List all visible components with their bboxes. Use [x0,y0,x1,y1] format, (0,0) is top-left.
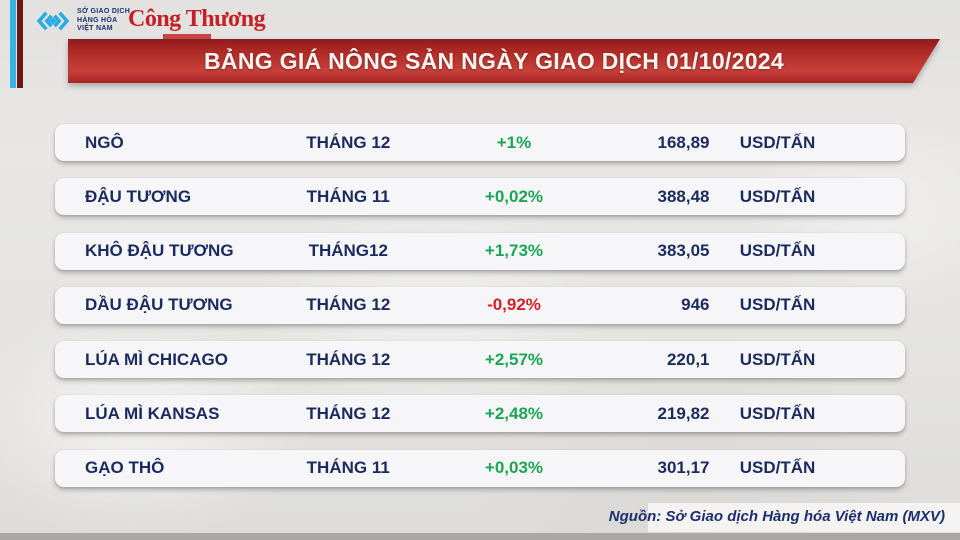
percent-change: +1,73% [484,241,544,261]
price-unit: USD/TẤN [739,241,816,261]
source-background-band [648,503,960,532]
price-value: 220,1 [666,349,710,369]
table-row: ĐẬU TƯƠNG THÁNG 11 +0,02% 388,48 USD/TẤN [55,178,905,216]
commodity-name: ĐẬU TƯƠNG [85,186,192,206]
table-row: LÚA MÌ CHICAGO THÁNG 12 +2,57% 220,1 USD… [55,341,905,379]
mxv-logo-line3: VIỆT NAM [77,25,113,32]
price-unit: USD/TẤN [739,349,816,369]
table-row: NGÔ THÁNG 12 +1% 168,89 USD/TẤN [55,124,905,161]
price-table: NGÔ THÁNG 12 +1% 168,89 USD/TẤN ĐẬU TƯƠN… [55,124,905,504]
contract-month: THÁNG 12 [306,403,391,423]
bottom-border-strip [0,533,960,540]
congthuong-logo-bar [163,34,211,39]
table-row: KHÔ ĐẬU TƯƠNG THÁNG12 +1,73% 383,05 USD/… [55,232,905,270]
contract-month: THÁNG 12 [306,132,391,152]
mxv-logo-line2: HÀNG HÓA [77,16,118,24]
percent-change: +2,57% [484,349,544,369]
commodity-name: DẦU ĐẬU TƯƠNG [85,295,233,315]
price-unit: USD/TẤN [739,458,816,478]
mxv-chevron-icon [36,9,70,33]
mxv-logo-line1: SỞ GIAO DỊCH [77,8,131,15]
price-unit: USD/TẤN [739,132,816,152]
contract-month: THÁNG 12 [306,295,391,315]
price-unit: USD/TẤN [739,403,816,423]
percent-change: +1% [496,132,532,152]
price-value: 388,48 [657,186,710,206]
table-row: GẠO THÔ THÁNG 11 +0,03% 301,17 USD/TẤN [55,449,905,487]
page-title: BẢNG GIÁ NÔNG SẢN NGÀY GIAO DỊCH 01/10/2… [204,47,784,74]
price-value: 383,05 [657,241,710,261]
source-credit: Nguồn: Sở Giao dịch Hàng hóa Việt Nam (M… [608,508,945,525]
price-value: 219,82 [657,403,710,423]
table-row: DẦU ĐẬU TƯƠNG THÁNG 12 -0,92% 946 USD/TẤ… [55,286,905,324]
commodity-name: NGÔ [85,132,124,152]
contract-month: THÁNG 11 [306,458,390,478]
title-banner-shape: BẢNG GIÁ NÔNG SẢN NGÀY GIAO DỊCH 01/10/2… [68,39,940,83]
decor-stripe-cyan [10,0,16,88]
decor-stripe-maroon [17,0,23,88]
mxv-logo: SỞ GIAO DỊCH HÀNG HÓA VIỆT NAM [36,8,130,34]
percent-change: +0,03% [484,458,544,478]
contract-month: THÁNG 11 [306,186,390,206]
mxv-logo-text: SỞ GIAO DỊCH HÀNG HÓA VIỆT NAM [77,8,130,34]
congthuong-logo: Công Thương [128,6,266,32]
price-value: 168,89 [657,132,710,152]
table-row: LÚA MÌ KANSAS THÁNG 12 +2,48% 219,82 USD… [55,395,905,433]
price-value: 946 [681,295,710,315]
commodity-name: KHÔ ĐẬU TƯƠNG [85,241,234,261]
price-unit: USD/TẤN [739,186,816,206]
percent-change: +2,48% [484,403,544,423]
percent-change: -0,92% [487,295,541,315]
percent-change: +0,02% [484,186,544,206]
title-banner: BẢNG GIÁ NÔNG SẢN NGÀY GIAO DỊCH 01/10/2… [68,39,940,83]
commodity-name: LÚA MÌ KANSAS [85,403,220,423]
contract-month: THÁNG12 [308,241,388,261]
contract-month: THÁNG 12 [306,349,391,369]
price-unit: USD/TẤN [739,295,816,315]
commodity-name: LÚA MÌ CHICAGO [85,349,228,369]
commodity-name: GẠO THÔ [85,458,165,478]
price-value: 301,17 [657,458,710,478]
